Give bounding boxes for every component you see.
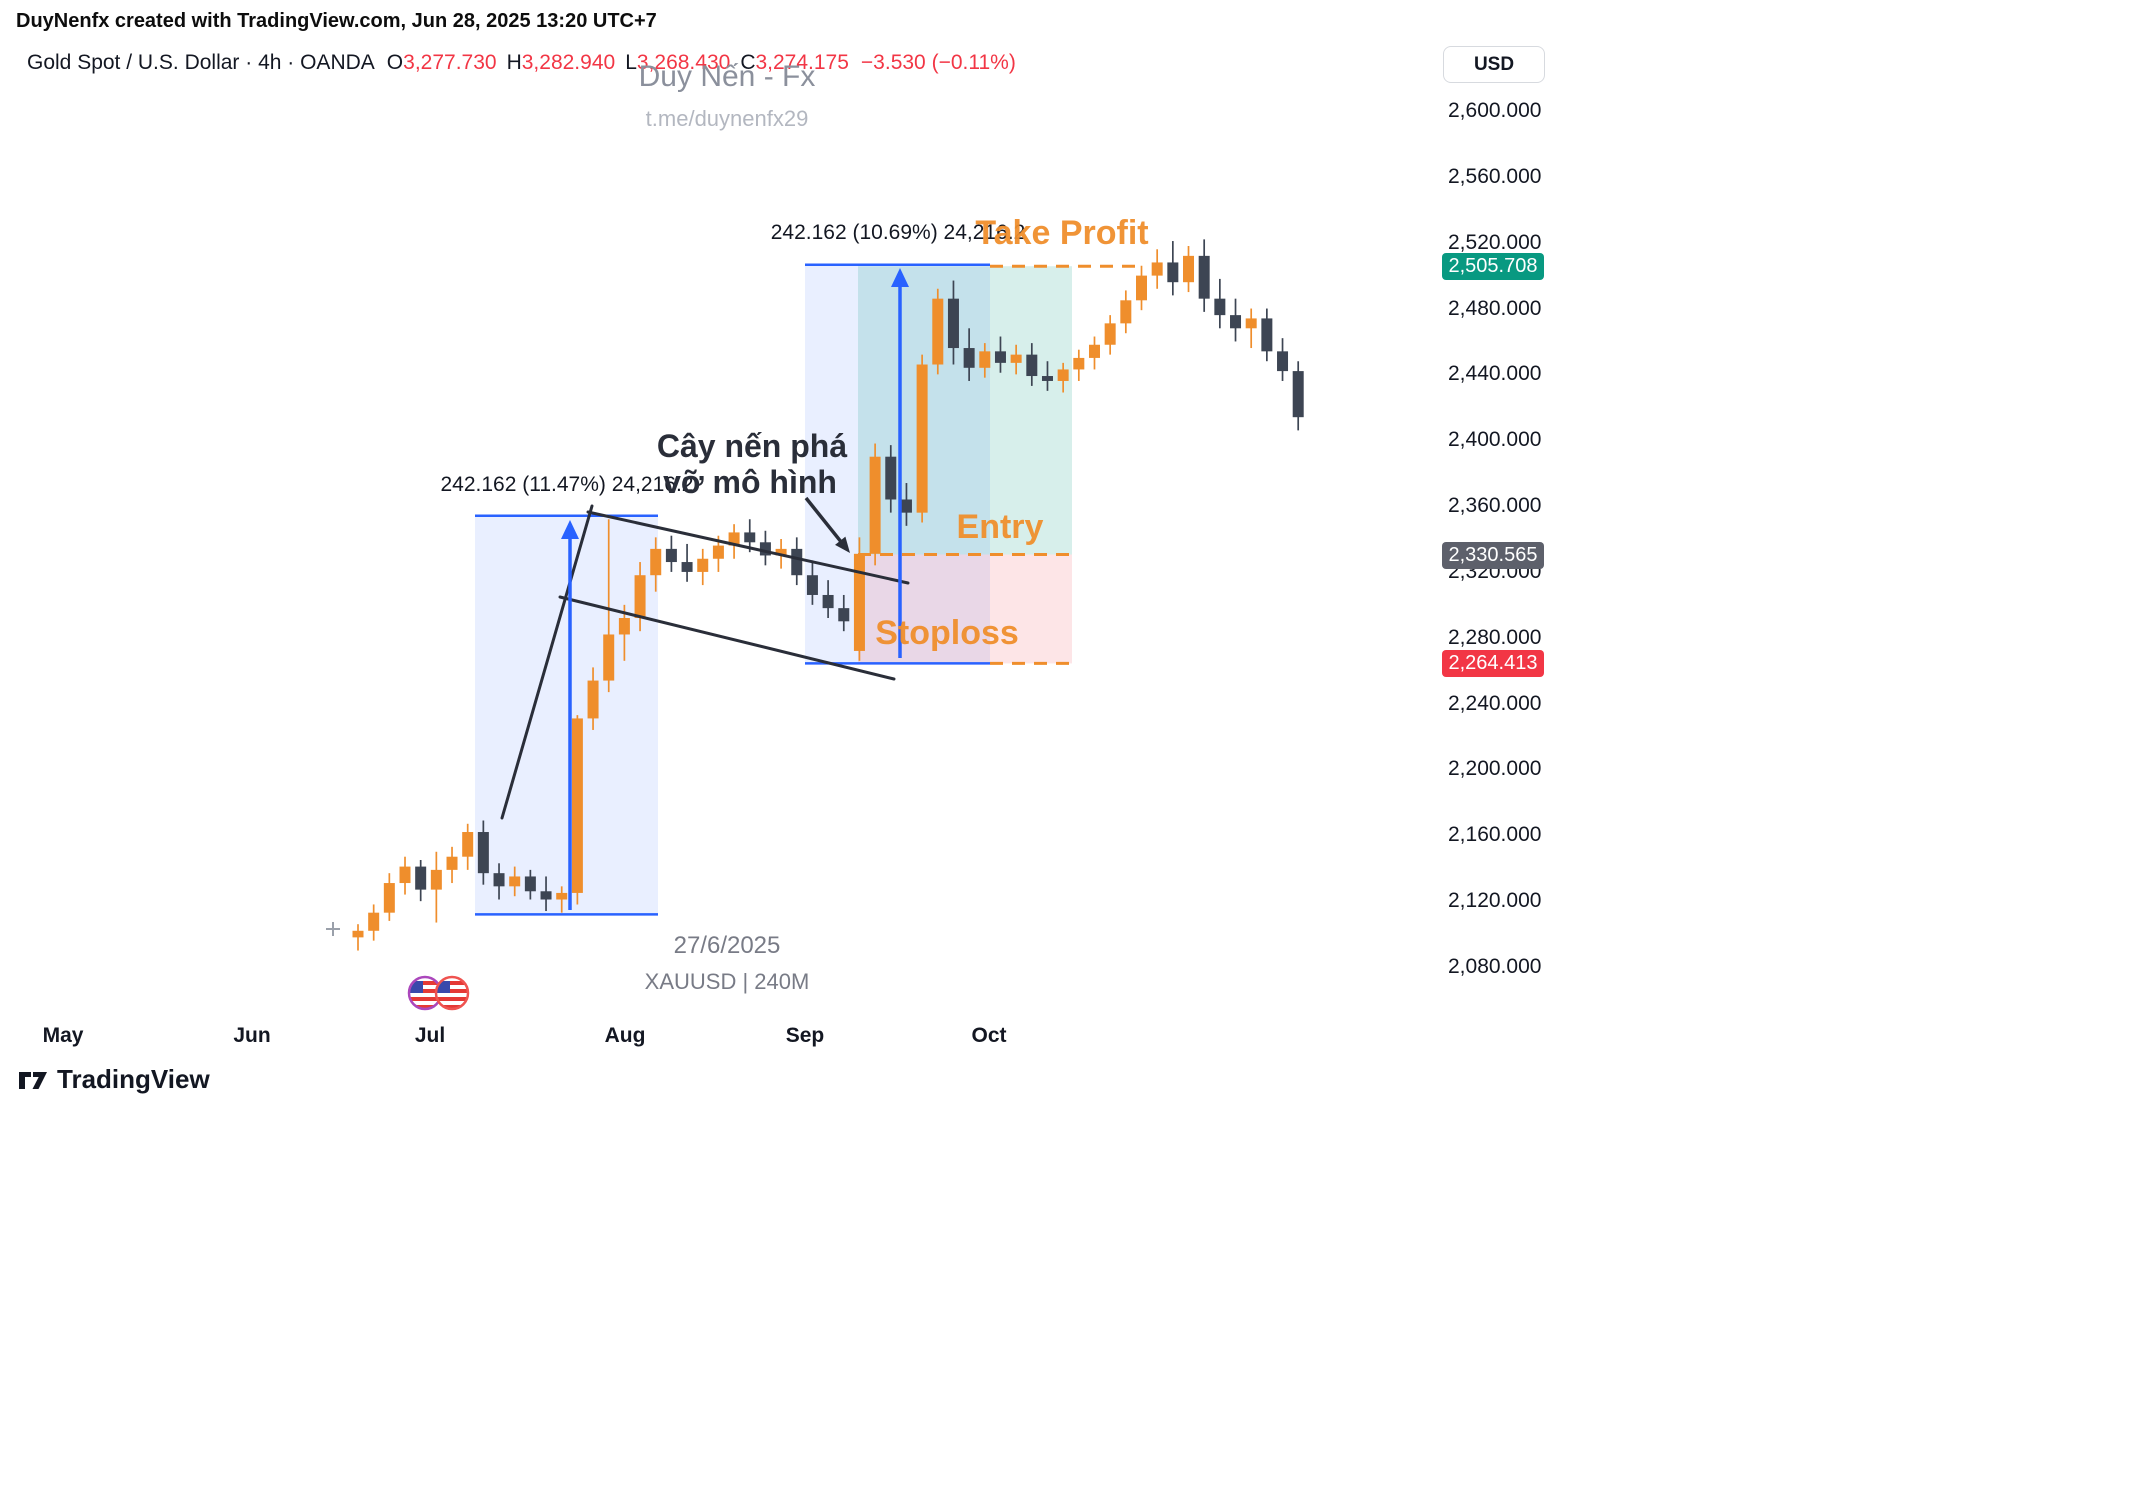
low-value: L3,268.430 xyxy=(625,51,731,74)
price-tick-label: 2,440.000 xyxy=(1448,362,1542,386)
high-value: H3,282.940 xyxy=(506,51,616,74)
currency-button[interactable]: USD xyxy=(1443,46,1545,83)
open-value: O3,277.730 xyxy=(386,51,497,74)
price-tick-label: 2,360.000 xyxy=(1448,494,1542,518)
attribution-text: DuyNenfx created with TradingView.com, J… xyxy=(16,10,657,32)
price-tick-label: 2,160.000 xyxy=(1448,823,1542,847)
time-axis-label: Sep xyxy=(785,1024,825,1047)
time-axis-label: Aug xyxy=(604,1024,646,1047)
candles xyxy=(352,239,1304,951)
event-flag-icon-right xyxy=(434,975,470,1011)
price-tick-label: 2,480.000 xyxy=(1448,296,1542,320)
price-tick-label: 2,240.000 xyxy=(1448,691,1542,715)
chart-header: Gold Spot / U.S. Dollar · 4h · OANDA O3,… xyxy=(27,51,1016,75)
tradingview-brand-text[interactable]: TradingView xyxy=(57,1064,210,1094)
take-profit-label: Take Profit xyxy=(975,214,1149,252)
price-tick-label: 2,080.000 xyxy=(1448,955,1542,978)
breakout-note-line2: vỡ mô hình xyxy=(663,464,837,500)
symbol-title: Gold Spot / U.S. Dollar · 4h · OANDA xyxy=(27,51,375,74)
tradingview-logo-icon[interactable] xyxy=(18,1065,48,1095)
time-axis-label: Oct xyxy=(971,1024,1007,1047)
price-tick-label: 2,600.000 xyxy=(1448,99,1542,122)
watermark-subtitle: t.me/duynenfx29 xyxy=(645,106,809,131)
ohlc-values: O3,277.730 H3,282.940 L3,268.430 C3,274.… xyxy=(387,51,849,75)
time-axis[interactable]: May Jun Jul Aug Sep Oct xyxy=(0,1020,1434,1056)
watermark-title: Duy Nến - Fx xyxy=(638,60,816,93)
time-axis-label: May xyxy=(42,1024,84,1047)
time-axis-label: Jun xyxy=(233,1024,271,1047)
price-badge: 2,505.708 xyxy=(1442,253,1544,281)
price-tick-label: 2,520.000 xyxy=(1448,230,1542,254)
entry-label: Entry xyxy=(956,508,1044,546)
event-flag-icon-left xyxy=(407,975,443,1011)
price-badge: 2,330.565 xyxy=(1442,541,1544,569)
footer-bar: TradingView xyxy=(18,1064,210,1095)
time-axis-label: Jul xyxy=(414,1024,446,1047)
economic-event-flag-icons[interactable] xyxy=(403,971,475,1015)
price-change: −3.530 (−0.11%) xyxy=(860,51,1016,74)
price-tick-label: 2,560.000 xyxy=(1448,164,1542,188)
price-badge: 2,264.413 xyxy=(1442,650,1544,678)
price-axis[interactable]: 2,600.000 2,560.000 2,520.000 2,480.000 2,44… xyxy=(1440,0,1550,1012)
price-tick-label: 2,400.000 xyxy=(1448,428,1542,452)
symbol-note: XAUUSD | 240M xyxy=(644,969,810,994)
date-note: 27/6/2025 xyxy=(673,932,781,959)
measure-label-top: 242.162 (10.69%) 24,216.2 xyxy=(770,221,1026,244)
measure-label-mid: 242.162 (11.47%) 24,216.2 xyxy=(440,473,694,496)
price-tick-label: 2,280.000 xyxy=(1448,625,1542,649)
stoploss-label: Stoploss xyxy=(875,614,1019,652)
price-tick-label: 2,120.000 xyxy=(1448,889,1542,913)
close-value: C3,274.175 xyxy=(740,51,849,74)
price-tick-label: 2,200.000 xyxy=(1448,757,1542,781)
breakout-note-line1: Cây nến phá xyxy=(656,428,848,464)
